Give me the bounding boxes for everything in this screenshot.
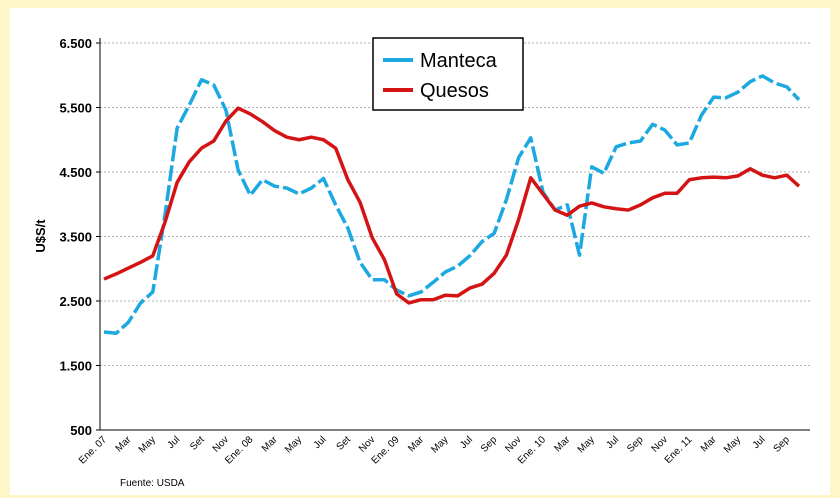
series-line — [103, 74, 801, 335]
y-tick-label: 2.500 — [59, 294, 92, 309]
legend-box — [372, 37, 524, 111]
y-tick-label: 3.500 — [59, 230, 92, 245]
source: Fuente: USDA — [120, 478, 185, 489]
legend-label: Manteca — [420, 50, 498, 72]
y-tick-label: 500 — [70, 423, 92, 438]
legend-label: Quesos — [420, 80, 489, 102]
y-tick-label: 5.500 — [59, 101, 92, 116]
y-axis-label: U$S/t — [33, 219, 48, 253]
y-tick-label: 6.500 — [59, 36, 92, 51]
series-line — [103, 106, 801, 305]
y-tick-label: 4.500 — [59, 165, 92, 180]
y-tick-label: 1.500 — [59, 359, 92, 374]
